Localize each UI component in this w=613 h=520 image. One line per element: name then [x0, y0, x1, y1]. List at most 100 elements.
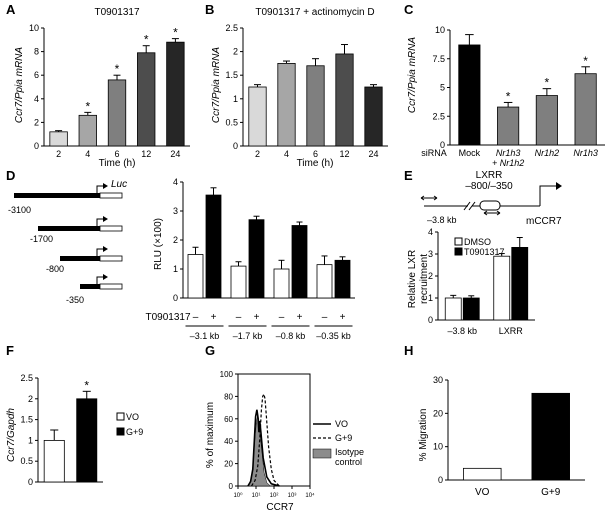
legend-isotype-text-2: control [335, 457, 362, 467]
panel-e-y-tick-label: 2 [428, 271, 433, 281]
panel-label-a: A [6, 2, 16, 17]
bar-d-minus [273, 268, 290, 299]
a-y-tick-label: 6 [34, 70, 39, 80]
panel-d-group-label: –0.35 kb [316, 331, 351, 341]
bar-c-1 [497, 106, 520, 146]
panel-c-x-tick-label: Nr1h3 [573, 148, 598, 158]
panel-g-x-tick-label: 10¹ [252, 493, 261, 499]
tss-arrow-shaft [96, 276, 104, 284]
panel-g-plot: 0 20 40 60 80 100 10⁰ 10¹ 10² 10³ 10⁴ [220, 370, 315, 499]
legend-g9-label: G+9 [126, 427, 143, 437]
promoter-fragment [60, 256, 100, 261]
a-y-tick-label: 0 [34, 141, 39, 151]
panel-d-treatment-sign: – [193, 312, 199, 323]
panel-d-group-label: –0.8 kb [276, 331, 306, 341]
panel-d: -3100 -1700 -800 -350 Luc RLU (×100) T09013… [8, 177, 355, 341]
panel-d-y-tick-label: 4 [173, 177, 178, 187]
panel-f-ylabel: Ccr7/Gapdh [6, 408, 17, 462]
panel-d-y-tick-label: 1 [173, 264, 178, 274]
bar-b-4 [364, 86, 383, 147]
construct-label: -3100 [8, 205, 31, 215]
f-y-tick-label: 2.5 [20, 373, 33, 383]
panel-e-ylabel-2: recruitment [419, 254, 430, 304]
legend-t0901317-swatch [454, 247, 463, 256]
f-y-tick-label: 1.5 [20, 415, 33, 425]
panel-c-sirna-label: siRNA [421, 148, 447, 158]
construct-label: -350 [66, 295, 84, 305]
tss-arrow-shaft [96, 185, 104, 193]
tss-arrowhead [556, 182, 562, 190]
panel-e-plot: 0 1 2 3 4 –3.8 kb LXRR [428, 227, 535, 336]
panel-g: % of maximum CCR7 VO G+9 Isotype control… [205, 370, 364, 513]
panel-e-y-tick-label: 4 [428, 227, 433, 237]
panel-a-x-tick-label: 24 [170, 149, 180, 159]
a-y-tick-label: 4 [34, 94, 39, 104]
b-y-tick-label: 1.5 [225, 70, 238, 80]
promoter-fragment [38, 226, 100, 231]
vo-histogram-line [247, 409, 280, 487]
bar-d-plus [334, 259, 351, 299]
bar-a-2 [107, 79, 127, 147]
panel-a-x-tick-label: 2 [56, 149, 61, 159]
tss-arrowhead [103, 274, 108, 280]
panel-b-title: T0901317 + actinomycin D [255, 7, 374, 18]
panel-f: Ccr7/Gapdh VO G+9 0 0.5 1 1.5 2 2.5 * [6, 373, 143, 487]
panel-e-y-tick-label: 3 [428, 249, 433, 259]
panel-b-plot: 00.511.522.52 4 6 12 24 [225, 23, 388, 159]
c-y-tick-label: 0 [440, 140, 445, 150]
panel-g-x-tick-label: 10² [270, 493, 279, 499]
bar-e-dmso [444, 297, 462, 321]
bar-d-minus [230, 265, 247, 299]
panel-g-y-tick-label: 60 [224, 415, 233, 424]
panel-label-d: D [6, 168, 15, 183]
primer-pair-lxrr [483, 210, 501, 216]
panel-c-ylabel: Ccr7/Ppia mRNA [407, 37, 418, 113]
panel-e-x-tick-label: –3.8 kb [447, 326, 477, 336]
panel-g-x-tick-label: 10⁴ [305, 492, 315, 499]
bar-c-3 [574, 73, 597, 146]
legend-g9-text: G+9 [335, 433, 352, 443]
panel-d-plot: 0 1 2 3 4 – + –3.1 kb – + –1.7 kb – + –0.8 kb – + –0.35 … [173, 177, 355, 341]
panel-g-x-tick-label: 10³ [288, 493, 297, 499]
panel-d-treatment-label: T0901317 [145, 312, 190, 323]
lxrr-range-label: –800/–350 [465, 181, 513, 192]
b-y-tick-label: 1 [233, 94, 238, 104]
promoter-fragment [14, 193, 100, 198]
legend-vo-text: VO [335, 419, 348, 429]
panel-b-x-tick-label: 4 [284, 149, 289, 159]
panel-label-g: G [205, 343, 215, 358]
panel-e-y-tick-label: 0 [428, 315, 433, 325]
luc-label: Luc [111, 179, 127, 190]
panel-g-frame [237, 373, 311, 487]
luc-reporter-box [99, 192, 123, 199]
panel-d-treatment-sign: – [279, 312, 285, 323]
bar-h-1 [531, 392, 570, 481]
panel-c-x-tick-label: + Nr1h2 [492, 158, 524, 168]
g9-histogram-line [250, 392, 280, 487]
panel-b-x-tick-label: 6 [313, 149, 318, 159]
panel-e: LXRR –800/–350 –3.8 kb mCCR7 Relative LX… [407, 170, 562, 336]
b-y-tick-label: 0 [233, 141, 238, 151]
bar-c-2 [535, 95, 558, 146]
tss-arrow [539, 185, 558, 206]
panel-f-legend: VO G+9 [116, 412, 143, 437]
panel-d-treatment-sign: + [254, 312, 260, 323]
b-y-tick-label: 2.5 [225, 23, 238, 33]
significance-star: * [583, 54, 588, 68]
panel-c-x-tick-label: Mock [459, 148, 481, 158]
b-y-tick-label: 0.5 [225, 117, 238, 127]
panel-d-treatment-sign: – [236, 312, 242, 323]
panel-b-x-tick-label: 12 [339, 149, 349, 159]
panel-label-f: F [6, 343, 14, 358]
a-y-tick-label: 8 [34, 47, 39, 57]
tss-arrowhead [103, 216, 108, 222]
bar-e-dmso [493, 255, 511, 321]
b-y-tick-label: 2 [233, 47, 238, 57]
panel-h-x-tick-label: VO [475, 487, 490, 498]
panel-d-group-label: –3.1 kb [190, 331, 220, 341]
bar-d-plus [291, 225, 308, 299]
bar-d-plus [205, 194, 222, 299]
panel-d-y-tick-label: 0 [173, 293, 178, 303]
